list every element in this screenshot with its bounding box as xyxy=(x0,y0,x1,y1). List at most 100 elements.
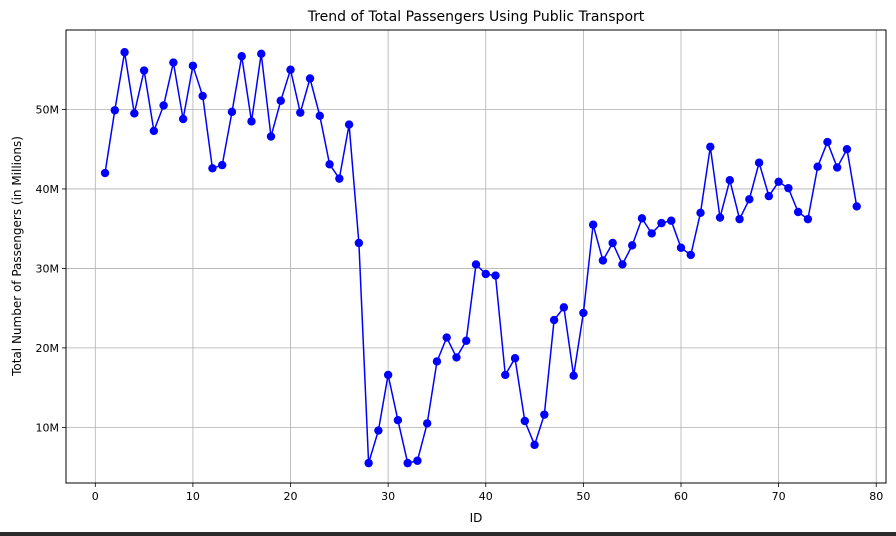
data-point xyxy=(627,241,637,250)
data-point xyxy=(706,142,715,152)
data-point xyxy=(647,229,656,238)
data-point xyxy=(686,250,695,260)
data-point xyxy=(588,220,598,229)
x-tick-label: 40 xyxy=(479,490,493,503)
y-tick-label: 20M xyxy=(36,342,60,355)
x-tick-label: 0 xyxy=(92,490,99,503)
data-point xyxy=(549,315,559,325)
x-tick-label: 80 xyxy=(869,490,883,503)
data-point xyxy=(462,336,471,345)
data-point xyxy=(491,271,500,280)
data-point xyxy=(452,353,461,362)
data-point xyxy=(667,216,676,225)
data-point xyxy=(188,61,198,70)
data-point xyxy=(257,49,266,59)
data-point xyxy=(501,370,510,380)
data-point xyxy=(618,260,627,269)
data-point xyxy=(725,176,735,185)
data-point xyxy=(374,426,383,435)
data-point xyxy=(354,238,364,248)
data-point xyxy=(217,160,227,170)
data-point xyxy=(266,132,276,141)
data-point xyxy=(432,357,442,366)
data-point xyxy=(774,177,783,186)
chart-title: Trend of Total Passengers Using Public T… xyxy=(307,9,645,25)
data-point xyxy=(579,308,588,318)
data-point xyxy=(198,91,207,101)
data-point xyxy=(832,163,842,172)
data-point xyxy=(637,214,647,223)
data-point xyxy=(120,48,129,57)
data-point xyxy=(403,458,412,468)
y-tick-label: 40M xyxy=(36,183,60,196)
data-point xyxy=(100,168,110,178)
series-layer xyxy=(100,48,861,468)
data-point xyxy=(715,213,725,222)
series-line xyxy=(104,52,858,465)
x-axis-label: ID xyxy=(470,511,483,525)
plot-area xyxy=(66,30,886,483)
data-point xyxy=(315,111,325,121)
data-point xyxy=(676,243,686,252)
data-point xyxy=(237,52,246,61)
data-point xyxy=(481,269,490,279)
data-point xyxy=(276,96,285,105)
data-point xyxy=(247,117,256,126)
data-point xyxy=(598,256,608,265)
data-point xyxy=(471,260,481,269)
data-point xyxy=(745,195,754,204)
data-point xyxy=(530,440,539,450)
data-point xyxy=(364,458,373,468)
plot-border xyxy=(65,29,887,484)
data-point xyxy=(159,101,168,110)
data-point xyxy=(227,107,237,117)
data-point xyxy=(510,354,520,363)
data-point xyxy=(393,416,403,425)
data-point xyxy=(735,214,744,224)
data-point xyxy=(540,410,549,419)
x-tick-label: 70 xyxy=(772,490,786,503)
data-point xyxy=(178,114,188,124)
data-point xyxy=(110,106,120,115)
data-point xyxy=(520,416,530,426)
data-point xyxy=(608,238,617,248)
data-point xyxy=(754,158,764,167)
data-point xyxy=(657,218,666,228)
data-point xyxy=(823,137,832,147)
data-point xyxy=(383,370,393,380)
data-point xyxy=(442,333,451,342)
data-point xyxy=(296,108,305,117)
data-point xyxy=(559,303,569,312)
data-point xyxy=(335,174,344,183)
data-point xyxy=(325,160,334,169)
data-point xyxy=(413,456,422,465)
data-point xyxy=(208,164,217,173)
data-point xyxy=(852,202,861,211)
data-point xyxy=(139,66,149,75)
x-tick-label: 10 xyxy=(186,490,200,503)
data-point xyxy=(793,207,803,217)
data-point xyxy=(842,145,852,154)
data-point xyxy=(130,109,139,118)
data-point xyxy=(813,162,822,171)
data-point xyxy=(169,58,178,67)
y-axis-label: Total Number of Passengers (in Millions) xyxy=(10,136,24,377)
y-tick-label: 10M xyxy=(36,421,60,434)
y-tick-label: 30M xyxy=(36,262,60,275)
x-tick-label: 30 xyxy=(381,490,395,503)
grid-lines xyxy=(66,30,886,483)
data-point xyxy=(149,126,159,136)
data-point xyxy=(764,191,774,201)
data-point xyxy=(784,183,793,193)
data-point xyxy=(305,74,315,83)
y-tick-label: 50M xyxy=(36,103,60,116)
data-point xyxy=(286,65,295,74)
data-point xyxy=(344,120,354,129)
data-point xyxy=(803,214,813,224)
axis-ticks: 0 10 20 30 40 50 60 70 80 10M 20M 30M 40M 50M xyxy=(36,103,884,503)
x-tick-label: 60 xyxy=(674,490,688,503)
x-tick-label: 50 xyxy=(576,490,590,503)
